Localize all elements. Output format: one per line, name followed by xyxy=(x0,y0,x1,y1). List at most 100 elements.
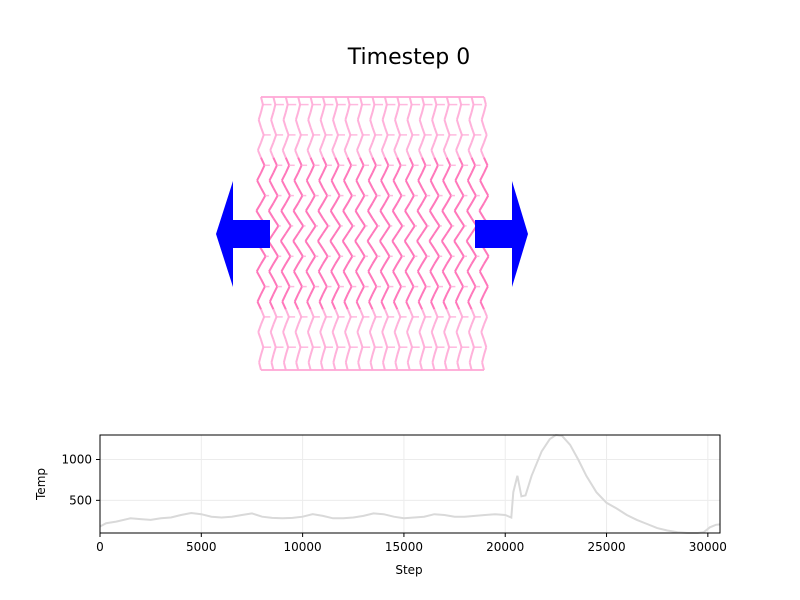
lattice-edge xyxy=(260,187,267,197)
lattice-edge xyxy=(357,362,362,371)
lattice-edge xyxy=(297,278,303,288)
lattice-edge xyxy=(334,248,341,257)
lattice-edge xyxy=(445,96,450,105)
lattice-edge xyxy=(321,104,326,113)
lattice-edge xyxy=(260,255,267,265)
lattice-edge xyxy=(396,195,403,204)
lattice-edge xyxy=(467,324,473,333)
lattice-edge xyxy=(257,119,262,128)
lattice-edge xyxy=(466,210,473,219)
lattice-edge xyxy=(466,172,473,181)
lattice-edge xyxy=(479,149,485,159)
lattice-edge xyxy=(458,96,463,105)
lattice-edge xyxy=(309,195,316,204)
lattice-edge xyxy=(318,179,324,189)
lattice-edge xyxy=(392,263,399,272)
lattice-edge xyxy=(478,202,485,212)
lattice-edge xyxy=(458,286,464,295)
lattice-edge xyxy=(445,157,452,166)
lattice-edge xyxy=(281,293,287,303)
lattice-edge xyxy=(272,316,278,325)
lattice-edge xyxy=(384,248,391,257)
lattice-edge xyxy=(470,255,478,265)
lattice-edge xyxy=(383,96,388,105)
lattice-edge xyxy=(392,179,399,189)
lattice-edge xyxy=(445,187,452,197)
lattice-edge xyxy=(260,134,265,143)
lattice-edge xyxy=(284,248,292,257)
lattice-edge xyxy=(408,308,414,318)
lattice-edge xyxy=(260,248,267,257)
lattice-edge xyxy=(419,362,424,371)
lattice-edge xyxy=(478,263,485,272)
lattice-edge xyxy=(334,104,339,113)
lattice-edge xyxy=(408,225,416,235)
lattice-edge xyxy=(421,225,428,235)
lattice-edge xyxy=(433,164,439,174)
lattice-edge xyxy=(371,248,378,257)
y-tick-label: 1000 xyxy=(61,453,92,467)
lattice-edge xyxy=(368,324,374,333)
lattice-edge xyxy=(369,362,374,371)
lattice-edge xyxy=(483,157,489,166)
lattice-edge xyxy=(408,134,414,143)
lattice-edge xyxy=(445,195,452,204)
lattice-edge xyxy=(367,172,374,181)
lattice-edge xyxy=(334,217,342,227)
lattice-edge xyxy=(356,324,362,333)
lattice-edge xyxy=(307,354,312,363)
lattice-edge xyxy=(467,331,473,341)
lattice-edge xyxy=(379,270,386,280)
lattice-edge xyxy=(458,308,464,318)
lattice-edge xyxy=(408,195,415,204)
lattice-edge xyxy=(334,286,341,295)
lattice-edge xyxy=(383,339,389,348)
lattice-edge xyxy=(454,301,461,310)
lattice-edge xyxy=(342,263,349,272)
lattice-edge xyxy=(317,263,324,272)
lattice-edge xyxy=(421,157,427,166)
lattice-edge xyxy=(322,217,329,227)
lattice-edge xyxy=(282,354,287,363)
lattice-edge xyxy=(478,270,485,280)
lattice-edge xyxy=(458,104,463,113)
lattice-edge xyxy=(305,202,312,212)
lattice-edge xyxy=(479,301,485,310)
lattice-edge xyxy=(293,293,300,303)
lattice-edge xyxy=(367,179,374,189)
figure-title: Timestep 0 xyxy=(347,45,470,70)
lattice-edge xyxy=(346,286,353,295)
lattice-edge xyxy=(368,301,374,310)
lattice-edge xyxy=(366,240,374,250)
lattice-edge xyxy=(344,119,349,128)
lattice-edge xyxy=(466,263,473,272)
lattice-edge xyxy=(359,248,366,257)
lattice-edge xyxy=(440,232,448,242)
lattice-edge xyxy=(421,126,426,136)
lattice-edge xyxy=(319,324,324,333)
y-axis-ticks: 500 1000 xyxy=(61,453,100,507)
lattice-edge xyxy=(470,157,477,166)
lattice-edge xyxy=(284,195,291,204)
lattice-edge xyxy=(483,278,489,288)
lattice-edge xyxy=(483,187,490,197)
lattice-edge xyxy=(280,270,287,280)
lattice-edge xyxy=(284,255,292,265)
lattice-edge xyxy=(418,142,424,151)
lattice-edge xyxy=(355,270,361,280)
lattice-edge xyxy=(393,142,399,151)
lattice-edge xyxy=(355,179,361,189)
lattice-edge xyxy=(406,362,411,371)
lattice-edge xyxy=(297,248,304,257)
lattice-edge xyxy=(292,240,300,250)
lattice-edge xyxy=(481,362,485,371)
lattice-edge xyxy=(359,217,366,227)
lattice-edge xyxy=(428,202,436,212)
lattice-edge xyxy=(445,346,451,356)
lattice-edge xyxy=(417,172,423,181)
lattice-edge xyxy=(441,263,448,272)
lattice-edge xyxy=(334,278,341,288)
lattice-edge xyxy=(383,316,389,325)
lattice-edge xyxy=(480,111,485,121)
lattice-edge xyxy=(391,240,399,250)
